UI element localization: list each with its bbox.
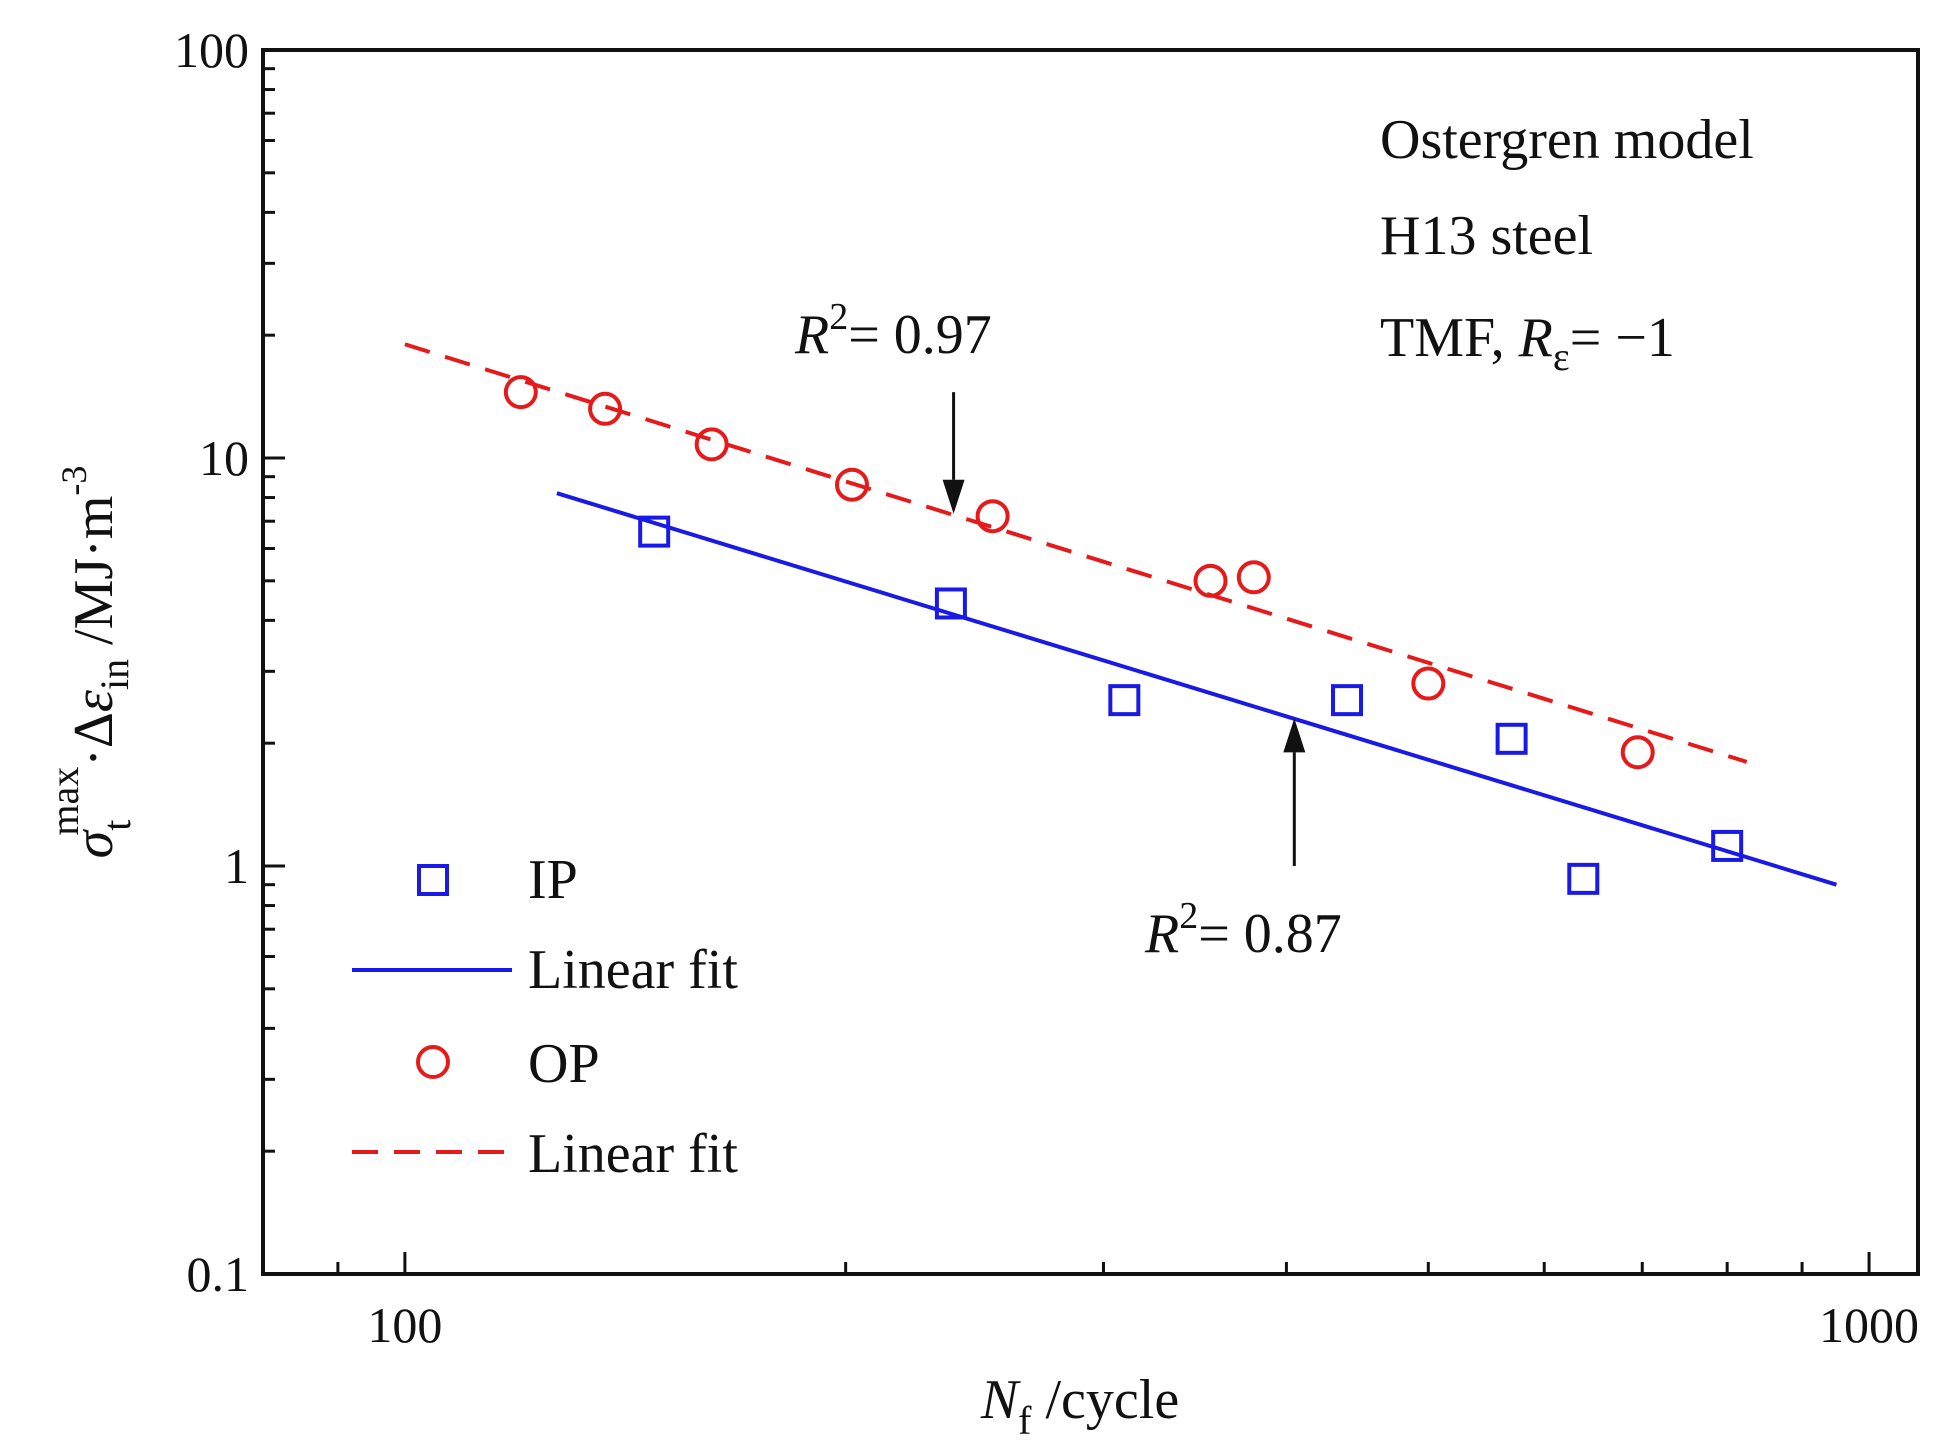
legend-label-ip: IP — [528, 849, 578, 911]
y-axis-delta: ·Δ — [63, 712, 125, 767]
model-annotation: Ostergren model H13 steel TMF, Rε= −1 — [1380, 109, 1754, 379]
y-axis-epsilon: ε — [63, 689, 125, 712]
op-point — [1411, 666, 1446, 701]
ip-fit-line — [556, 491, 1838, 887]
plot-frame — [261, 48, 1920, 1276]
r2-ip-value: = 0.87 — [1198, 903, 1342, 965]
op-point — [834, 467, 869, 502]
tmf-prefix: TMF, — [1380, 307, 1519, 369]
x-axis-var: N — [980, 1369, 1021, 1431]
ip-point — [1108, 684, 1141, 717]
r2-ip-sup: 2 — [1179, 895, 1198, 937]
ip-point — [1567, 862, 1600, 895]
r2-ip-var: R — [1144, 903, 1179, 965]
tmf-suffix: = −1 — [1570, 307, 1675, 369]
op-point — [975, 499, 1010, 534]
y-tick-label: 100 — [174, 22, 249, 78]
r2-op-var: R — [794, 304, 829, 366]
y-axis-symbol-sup: max — [42, 767, 87, 836]
ip-point — [1495, 722, 1528, 755]
annotation-arrows — [942, 392, 1306, 866]
x-axis-title: Nf /cycle — [980, 1369, 1179, 1443]
y-tick-label: 0.1 — [187, 1246, 250, 1302]
r2-op-annotation: R2= 0.97 — [794, 296, 992, 366]
op-point — [1236, 560, 1271, 595]
y-tick-label: 1 — [224, 838, 249, 894]
r2-op-value: = 0.97 — [848, 304, 992, 366]
ip-point — [1711, 829, 1744, 862]
x-tick-label: 100 — [367, 1297, 442, 1353]
r2-ip-label: R2= 0.87 — [1144, 895, 1342, 965]
y-tick-label: 10 — [199, 430, 249, 486]
y-axis-unit-sup: -3 — [54, 466, 94, 496]
ip-point — [1331, 684, 1364, 717]
ip-point — [638, 515, 671, 548]
r2-ip-annotation: R2= 0.87 — [1144, 895, 1342, 965]
annotation-line-2: H13 steel — [1380, 205, 1593, 267]
op-point — [1193, 563, 1228, 598]
op-fit-line — [404, 342, 1748, 764]
legend-symbols — [352, 864, 512, 1154]
y-axis-epsilon-sub: in — [92, 659, 137, 690]
legend-symbol-ip — [417, 864, 449, 896]
r2-ip-arrow-head — [1283, 718, 1306, 753]
legend-label-ip-fit: Linear fit — [528, 939, 738, 1001]
data-markers — [503, 375, 1744, 895]
r2-op-sup: 2 — [829, 296, 848, 338]
y-axis-symbol-sub: t — [94, 820, 139, 831]
op-point — [694, 427, 729, 462]
y-axis-title: σtmax·Δεin /MJ·m-3 — [42, 466, 139, 859]
tmf-sub: ε — [1553, 334, 1570, 379]
ip-point — [934, 587, 967, 620]
annotation-line-3: TMF, Rε= −1 — [1380, 307, 1675, 379]
tmf-var: R — [1518, 307, 1553, 369]
legend-label-op: OP — [528, 1033, 600, 1095]
legend-label-op-fit: Linear fit — [528, 1123, 738, 1185]
op-point — [588, 391, 623, 426]
r2-op-label: R2= 0.97 — [794, 296, 992, 366]
axis-ticks: 0.1 1 10 100 100 1000 — [174, 22, 1919, 1353]
op-point — [1620, 735, 1655, 770]
r2-op-arrow-head — [942, 479, 965, 514]
legend: IP Linear fit OP Linear fit — [352, 849, 738, 1185]
op-point — [503, 375, 538, 410]
x-tick-label: 1000 — [1819, 1297, 1919, 1353]
y-axis-unit: /MJ·m — [63, 496, 125, 659]
annotation-line-1: Ostergren model — [1380, 109, 1754, 171]
fit-lines — [404, 342, 1838, 887]
x-axis-var-sub: f — [1018, 1398, 1032, 1443]
legend-symbol-op — [416, 1045, 450, 1079]
x-axis-unit: /cycle — [1032, 1369, 1180, 1431]
y-axis-symbol: σ — [63, 828, 125, 858]
